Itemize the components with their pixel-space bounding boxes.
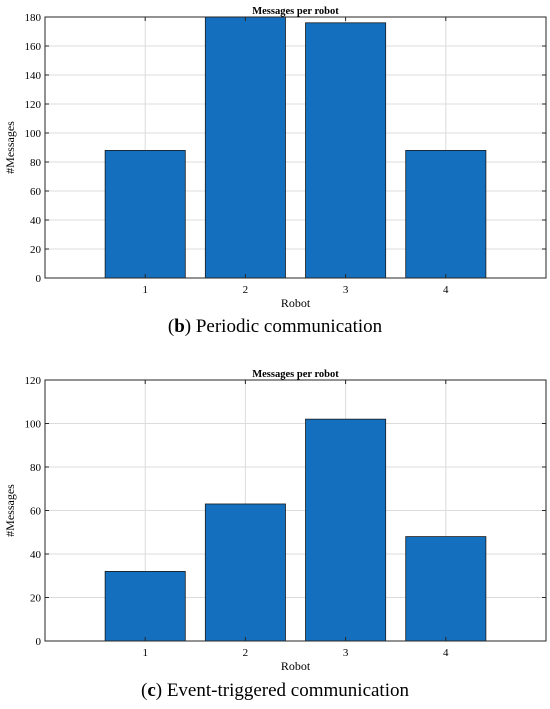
x-tick-label: 3 (343, 647, 349, 659)
x-tick-label: 1 (142, 647, 148, 659)
y-tick-label: 120 (25, 375, 42, 387)
chart-title: Messages per robot (252, 6, 339, 17)
y-tick-label: 160 (25, 41, 42, 53)
y-tick-label: 80 (30, 462, 42, 474)
y-axis-label: #Messages (3, 121, 17, 174)
y-tick-label: 60 (30, 506, 42, 518)
y-tick-label: 60 (30, 186, 42, 198)
x-tick-label: 3 (343, 284, 349, 296)
x-tick-label: 2 (243, 647, 249, 659)
chart-panel-c: 0 20 40 60 80 100 120 1 2 3 4 Messages per robot Rob… (0, 362, 550, 709)
y-tick-label: 140 (25, 70, 42, 82)
bar-robot-4 (405, 149, 487, 279)
caption-c-label: c (147, 680, 156, 701)
caption-b-label: b (174, 316, 185, 337)
x-tick-label: 2 (243, 284, 249, 296)
chart-c: 0 20 40 60 80 100 120 1 2 3 4 Messages per robot Rob… (3, 369, 547, 673)
y-tick-label: 20 (30, 244, 42, 256)
y-tick-label: 40 (30, 549, 42, 561)
chart-panel-b: 0 20 40 60 80 100 120 140 160 180 1 2 3 4 Messages per… (0, 0, 550, 354)
y-tick-label: 80 (30, 157, 42, 169)
x-tick-label: 4 (443, 284, 449, 296)
bar-robot-4 (405, 536, 487, 642)
chart-title: Messages per robot (252, 369, 339, 380)
y-tick-label: 100 (25, 128, 42, 140)
x-tick-label: 1 (142, 284, 148, 296)
y-tick-label: 0 (36, 273, 42, 285)
bar-robot-3 (305, 22, 387, 279)
caption-c: (c) Event-triggered communication (140, 680, 409, 701)
chart-b: 0 20 40 60 80 100 120 140 160 180 1 2 3 4 Messages per… (3, 6, 547, 310)
bar-robot-1 (104, 570, 186, 642)
caption-b-text: Periodic communication (195, 316, 383, 337)
y-tick-label: 180 (25, 12, 42, 24)
y-tick-label: 0 (36, 636, 42, 648)
x-tick-label: 4 (443, 647, 449, 659)
plot-frame (44, 16, 547, 279)
x-axis-label: Robot (281, 296, 311, 310)
y-tick-label: 20 (30, 593, 42, 605)
bar-robot-2 (204, 503, 286, 642)
y-tick-label: 120 (25, 99, 42, 111)
bar-robot-1 (104, 149, 186, 279)
bar-robot-2 (204, 16, 286, 279)
caption-c-text: Event-triggered communication (166, 680, 409, 701)
y-tick-label: 40 (30, 215, 42, 227)
y-axis-label: #Messages (3, 484, 17, 537)
bar-robot-3 (305, 418, 387, 642)
y-tick-label: 100 (25, 419, 42, 431)
caption-b: (b) Periodic communication (167, 316, 383, 337)
x-axis-label: Robot (281, 659, 311, 673)
